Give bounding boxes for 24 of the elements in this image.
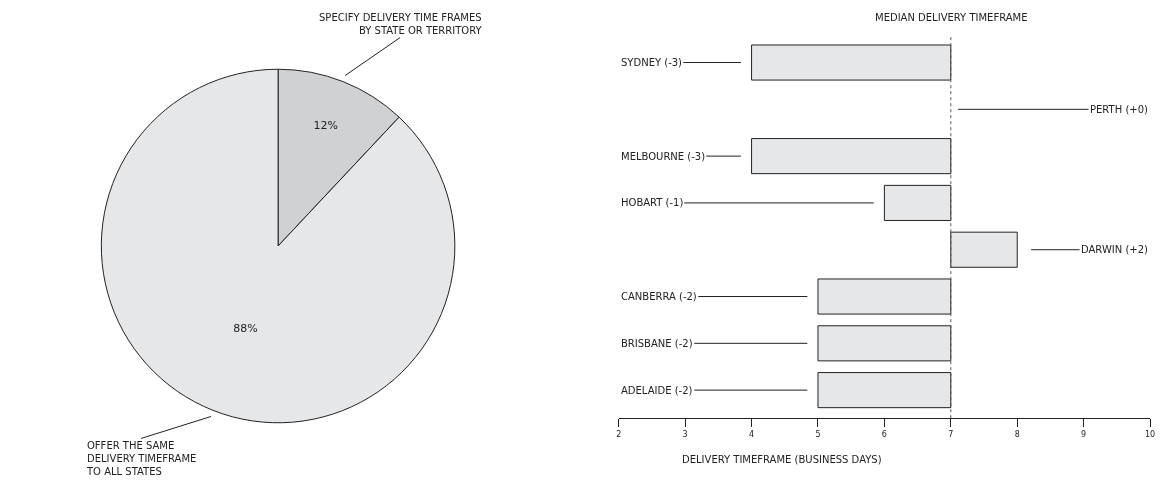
x-tick-label: 9 — [1081, 429, 1087, 439]
x-tick-label: 6 — [881, 429, 887, 439]
data-label: 12% — [313, 119, 338, 133]
category-label: PERTH (+0) — [1090, 104, 1148, 115]
category-label: SYDNEY (-3) — [621, 57, 683, 68]
x-tick-label: 5 — [815, 429, 821, 439]
slice-label: SPECIFY DELIVERY TIME FRAMES BY STATE OR TERRITORY — [319, 12, 483, 36]
slice-label: OFFER THE SAME DELIVERY TIMEFRAME TO ALL STATES — [86, 440, 197, 477]
category-label: CANBERRA (-2) — [621, 291, 697, 302]
x-tick-label: 8 — [1014, 429, 1020, 439]
x-tick-label: 2 — [616, 429, 622, 439]
category-label: BRISBANE (-2) — [621, 338, 693, 349]
data-label: 88% — [233, 321, 258, 335]
x-tick-label: 4 — [749, 429, 755, 439]
category-label: MELBOURNE (-3) — [621, 151, 706, 162]
x-tick-label: 7 — [948, 429, 954, 439]
x-tick-label: 3 — [682, 429, 688, 439]
x-tick-label: 10 — [1144, 429, 1156, 439]
category-label: HOBART (-1) — [621, 197, 684, 208]
category-label: ADELAIDE (-2) — [621, 385, 693, 396]
ref-line-label: MEDIAN DELIVERY TIMEFRAME — [875, 12, 1028, 23]
pie-slice — [100, 68, 456, 423]
x-axis-title: DELIVERY TIMEFRAME (BUSINESS DAYS) — [682, 454, 882, 465]
category-label: DARWIN (+2) — [1081, 244, 1148, 255]
